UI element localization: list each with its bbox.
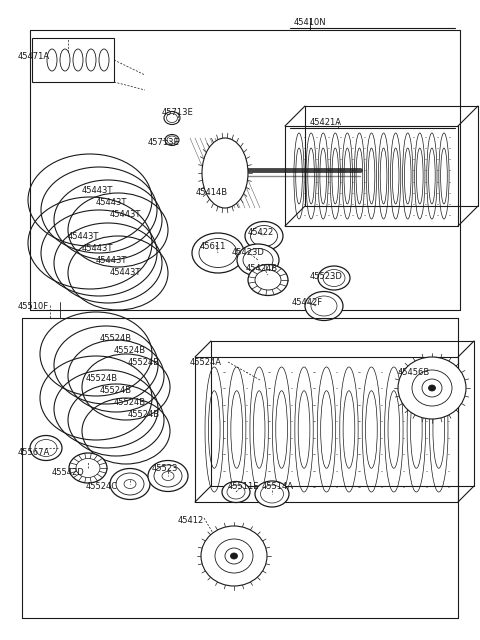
- Text: 45410N: 45410N: [294, 18, 326, 27]
- Text: 45424B: 45424B: [246, 264, 278, 273]
- Ellipse shape: [412, 370, 452, 406]
- Text: 45443T: 45443T: [96, 198, 127, 207]
- Text: 45443T: 45443T: [110, 210, 142, 219]
- Text: 45523: 45523: [152, 464, 179, 473]
- Text: 45567A: 45567A: [18, 448, 50, 457]
- Ellipse shape: [148, 461, 188, 492]
- Ellipse shape: [165, 134, 179, 145]
- Text: 45524B: 45524B: [128, 358, 160, 367]
- Ellipse shape: [230, 553, 238, 559]
- Text: 45524B: 45524B: [100, 386, 132, 395]
- Ellipse shape: [164, 111, 180, 125]
- Ellipse shape: [110, 468, 150, 499]
- Text: 45611: 45611: [200, 242, 227, 251]
- Text: 45542D: 45542D: [52, 468, 85, 477]
- Text: 45524C: 45524C: [86, 482, 118, 491]
- Ellipse shape: [245, 221, 283, 250]
- Ellipse shape: [305, 291, 343, 321]
- Text: 45421A: 45421A: [310, 118, 342, 127]
- Ellipse shape: [69, 453, 107, 483]
- Text: 45443T: 45443T: [82, 244, 113, 253]
- Ellipse shape: [429, 385, 435, 391]
- Ellipse shape: [318, 266, 350, 290]
- Text: 45524B: 45524B: [114, 346, 146, 355]
- Ellipse shape: [86, 49, 96, 71]
- Text: 45422: 45422: [248, 228, 274, 237]
- Ellipse shape: [99, 49, 109, 71]
- Bar: [32, 38, 114, 82]
- Text: 45524B: 45524B: [100, 334, 132, 343]
- Text: 45510F: 45510F: [18, 302, 49, 311]
- Text: 45442F: 45442F: [292, 298, 323, 307]
- Text: 45471A: 45471A: [18, 52, 50, 61]
- Ellipse shape: [47, 49, 57, 71]
- Ellipse shape: [255, 481, 289, 507]
- Text: 45511E: 45511E: [228, 482, 260, 491]
- Ellipse shape: [422, 379, 442, 397]
- Text: 45443T: 45443T: [68, 232, 99, 241]
- Text: 45523D: 45523D: [310, 272, 343, 281]
- Ellipse shape: [248, 264, 288, 296]
- Ellipse shape: [225, 548, 243, 564]
- Ellipse shape: [199, 239, 237, 268]
- Text: 45443T: 45443T: [110, 268, 142, 277]
- Text: 45412: 45412: [178, 516, 204, 525]
- Text: 45514A: 45514A: [262, 482, 294, 491]
- Ellipse shape: [202, 138, 248, 208]
- Ellipse shape: [222, 481, 250, 502]
- Ellipse shape: [30, 435, 62, 461]
- Text: 45524B: 45524B: [86, 374, 118, 383]
- Text: 45443T: 45443T: [82, 186, 113, 195]
- Text: 45713E: 45713E: [148, 138, 180, 147]
- Ellipse shape: [73, 49, 83, 71]
- Ellipse shape: [215, 539, 253, 573]
- Text: 45713E: 45713E: [162, 108, 194, 117]
- Text: 45524B: 45524B: [128, 410, 160, 419]
- Text: 45414B: 45414B: [196, 188, 228, 197]
- Text: 45443T: 45443T: [96, 256, 127, 265]
- Ellipse shape: [398, 357, 466, 419]
- Text: 45524B: 45524B: [114, 398, 146, 407]
- Ellipse shape: [201, 526, 267, 586]
- Ellipse shape: [237, 244, 279, 276]
- Ellipse shape: [192, 233, 244, 273]
- Text: 45524A: 45524A: [190, 358, 222, 367]
- Text: 45456B: 45456B: [398, 368, 430, 377]
- Text: 45423D: 45423D: [232, 248, 265, 257]
- Ellipse shape: [60, 49, 70, 71]
